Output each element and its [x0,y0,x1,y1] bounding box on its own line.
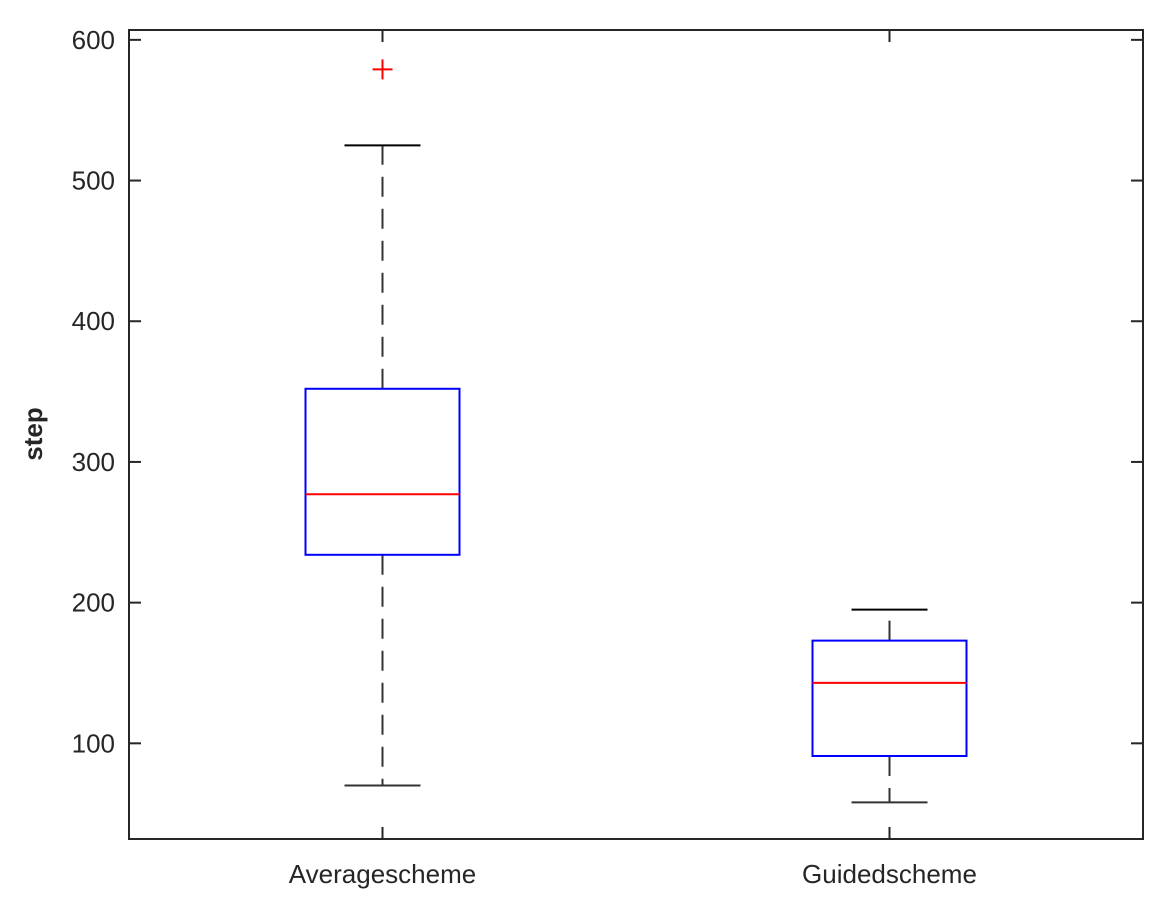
iqr-box [304,387,461,556]
outlier-marker [372,59,393,80]
box-group [811,608,968,804]
x-tick-label: Averagescheme [289,859,476,889]
y-tick-label: 400 [72,306,115,336]
iqr-box [811,639,968,757]
y-tick-label: 500 [72,166,115,196]
y-axis-label: step [18,407,48,460]
y-tick-label: 100 [72,728,115,758]
box-series [304,59,968,804]
y-axis: 100 200 300 400 500 600 [72,25,1143,758]
box-group [304,59,461,787]
y-tick-label: 200 [72,588,115,618]
y-tick-label: 300 [72,447,115,477]
x-axis: Averagescheme Guidedscheme [289,30,977,889]
x-tick-label: Guidedscheme [802,859,977,889]
y-tick-label: 600 [72,25,115,55]
plot-area-frame [128,29,1144,840]
